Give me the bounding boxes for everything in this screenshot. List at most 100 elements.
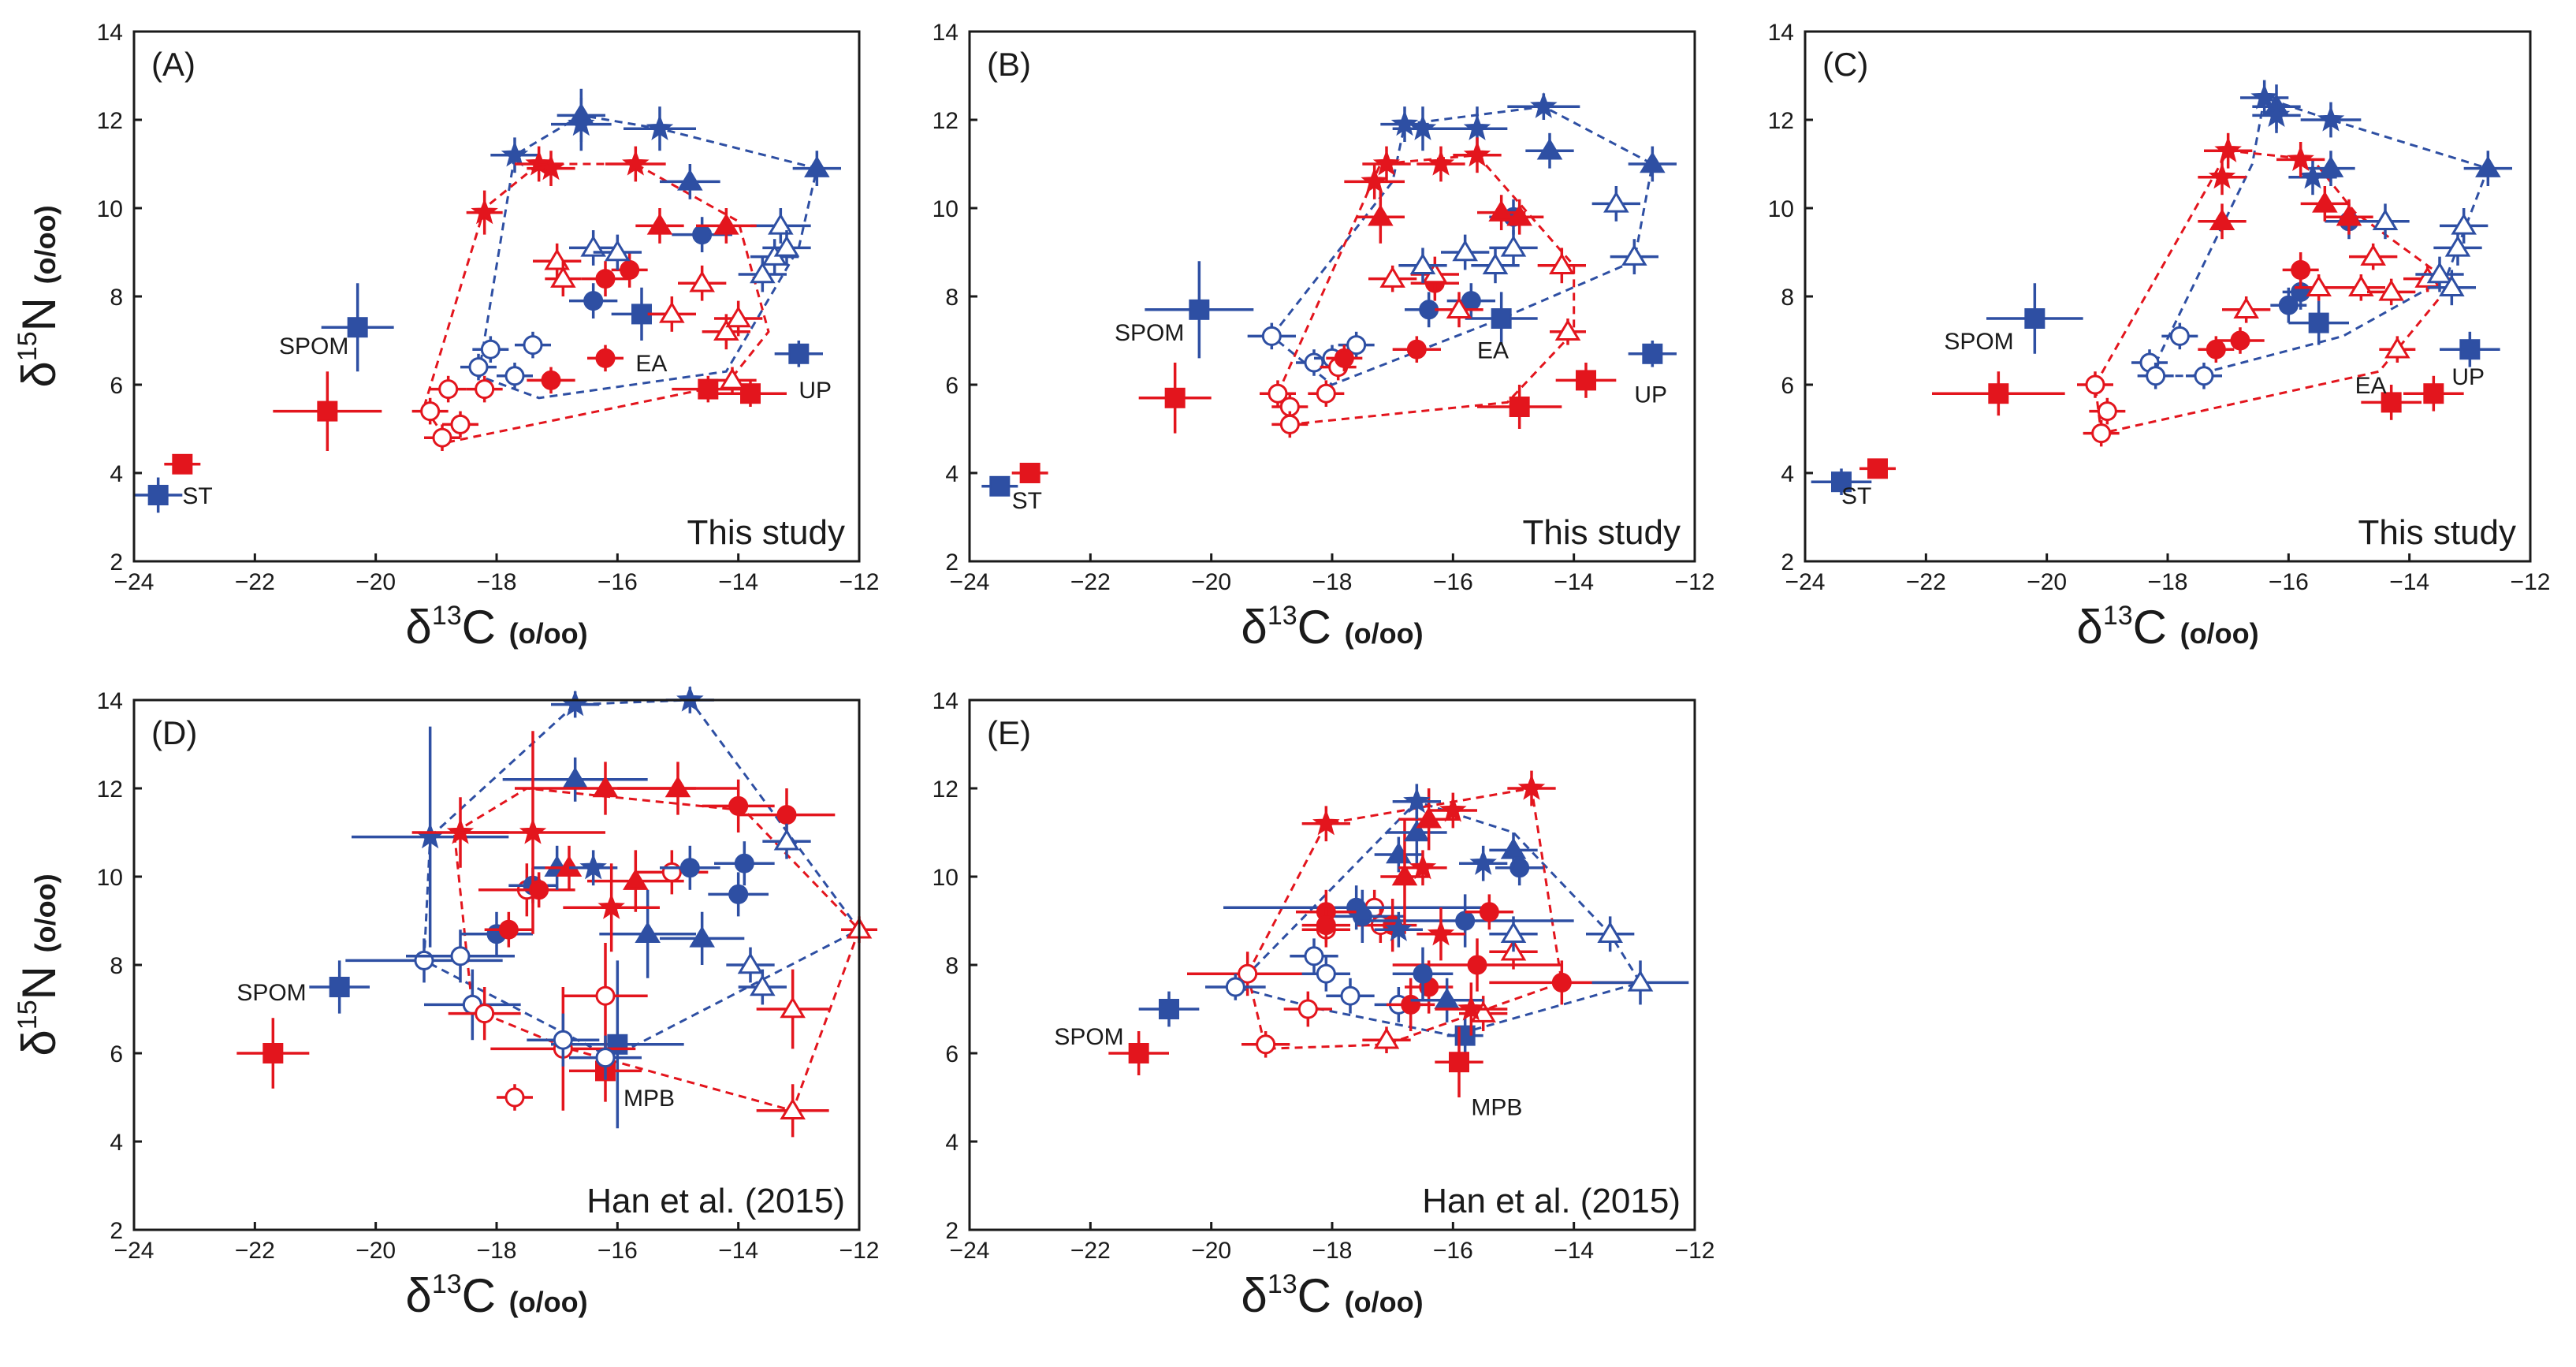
data-point-star-filled-red xyxy=(1361,167,1388,194)
data-point-circle-open-blue xyxy=(504,366,525,386)
annotation-spom: SPOM xyxy=(1054,1024,1123,1050)
y-tick-label: 2 xyxy=(110,1218,123,1244)
x-tick-label: −14 xyxy=(1554,569,1594,595)
data-point-star-filled-blue xyxy=(1463,114,1491,140)
data-point-circle-filled-red xyxy=(1479,902,1499,922)
data-point-triangle-open-blue xyxy=(1597,921,1623,944)
data-point-circle-open-blue xyxy=(468,357,489,378)
data-point-star-filled-red xyxy=(1457,994,1485,1021)
data-point-circle-filled-blue xyxy=(679,858,700,878)
data-point-star-filled-blue xyxy=(1385,915,1413,941)
data-point-triangle-open-blue xyxy=(1500,921,1527,944)
data-point-circle-open-red xyxy=(2091,423,2112,444)
y-tick-label: 4 xyxy=(1781,461,1794,487)
x-tick-label: −20 xyxy=(1191,1238,1231,1264)
data-point-square-filled-blue xyxy=(989,475,1011,497)
x-tick-label: −20 xyxy=(2027,569,2067,595)
plot-frame xyxy=(968,698,1696,1231)
data-point-circle-filled-blue xyxy=(1352,906,1372,926)
x-tick-label: −22 xyxy=(1070,569,1111,595)
annotation-st: ST xyxy=(1841,483,1871,509)
data-point-circle-filled-red xyxy=(1406,339,1427,359)
panel-label: (A) xyxy=(151,46,195,83)
x-tick-label: −14 xyxy=(1554,1238,1594,1264)
data-point-circle-filled-blue xyxy=(583,291,604,311)
data-point-triangle-open-blue xyxy=(768,213,794,235)
x-tick-label: −16 xyxy=(2269,569,2309,595)
data-point-triangle-open-red xyxy=(550,266,576,288)
data-point-circle-open-blue xyxy=(2169,326,2190,346)
data-point-circle-open-blue xyxy=(1261,326,1282,346)
y-tick-label: 2 xyxy=(110,549,123,575)
y-tick-label: 12 xyxy=(932,777,959,803)
data-point-circle-filled-red xyxy=(1401,994,1421,1015)
data-point-triangle-open-red xyxy=(713,318,739,341)
annotation-spom: SPOM xyxy=(1944,329,2013,355)
data-point-circle-open-red xyxy=(504,1087,525,1108)
y-tick-label: 6 xyxy=(945,1041,959,1067)
y-tick-label: 12 xyxy=(97,108,123,134)
x-tick-label: −18 xyxy=(477,569,517,595)
annotation-up: UP xyxy=(1634,382,1667,408)
source-label: Han et al. (2015) xyxy=(1422,1182,1681,1220)
data-point-star-filled-red xyxy=(622,149,650,176)
data-point-square-filled-red xyxy=(698,378,719,400)
data-point-triangle-open-blue xyxy=(1627,970,1654,992)
data-point-triangle-filled-blue xyxy=(2475,155,2501,177)
data-point-circle-open-blue xyxy=(1225,977,1245,997)
data-point-triangle-open-red xyxy=(1554,318,1581,341)
data-point-star-filled-red xyxy=(1372,149,1401,176)
data-point-circle-open-red xyxy=(432,427,452,448)
x-tick-label: −20 xyxy=(356,569,396,595)
data-point-star-filled-red xyxy=(2287,145,2314,172)
data-point-circle-filled-blue xyxy=(1413,963,1433,984)
data-point-triangle-open-blue xyxy=(1500,235,1527,257)
data-point-circle-filled-red xyxy=(595,348,616,368)
data-point-triangle-filled-red xyxy=(623,868,649,890)
x-tick-label: −18 xyxy=(1312,569,1353,595)
hull-red xyxy=(1276,154,1576,426)
y-tick-label: 14 xyxy=(97,20,123,46)
data-point-triangle-open-red xyxy=(659,301,685,323)
x-tick-label: −22 xyxy=(1070,1238,1111,1264)
data-point-circle-filled-red xyxy=(529,880,549,900)
x-tick-label: −14 xyxy=(718,569,758,595)
data-point-circle-open-blue xyxy=(1340,985,1361,1006)
data-point-square-filled-red xyxy=(172,453,193,475)
x-tick-label: −24 xyxy=(1785,569,1826,595)
data-point-triangle-open-blue xyxy=(2426,262,2453,284)
data-point-triangle-filled-blue xyxy=(804,155,830,177)
data-point-square-filled-blue xyxy=(1831,471,1852,493)
x-tick-label: −14 xyxy=(2389,569,2429,595)
data-point-star-filled-red xyxy=(471,198,498,225)
data-point-triangle-open-blue xyxy=(750,262,776,284)
annotation-mpb: MPB xyxy=(1471,1094,1522,1120)
hull-blue xyxy=(1233,800,1643,1037)
x-tick-label: −24 xyxy=(114,569,154,595)
data-point-star-filled-red xyxy=(537,154,565,181)
data-point-circle-filled-blue xyxy=(2278,295,2299,315)
data-point-square-filled-blue xyxy=(1491,308,1512,329)
annotation-up: UP xyxy=(2451,364,2485,390)
data-point-circle-filled-red xyxy=(2230,330,2250,351)
data-point-triangle-open-blue xyxy=(1452,240,1478,262)
data-point-triangle-filled-red xyxy=(592,776,619,798)
data-point-triangle-open-blue xyxy=(773,235,800,257)
annotation-ea: EA xyxy=(635,351,667,377)
annotation-spom: SPOM xyxy=(279,333,348,359)
x-tick-label: −12 xyxy=(2511,569,2551,595)
data-point-triangle-filled-red xyxy=(713,213,739,235)
hull-blue xyxy=(1270,105,1654,386)
y-tick-label: 4 xyxy=(110,1130,123,1156)
data-point-circle-filled-blue xyxy=(734,853,754,873)
data-point-circle-filled-red xyxy=(1551,972,1572,993)
panel-label: (B) xyxy=(987,46,1031,83)
data-point-square-filled-blue xyxy=(2024,308,2046,329)
data-point-circle-open-blue xyxy=(2194,366,2214,386)
data-point-square-filled-red xyxy=(1164,387,1186,408)
data-point-star-filled-red xyxy=(1517,773,1546,800)
data-point-circle-open-red xyxy=(661,862,682,882)
y-tick-label: 2 xyxy=(945,549,959,575)
data-point-square-filled-red xyxy=(1019,463,1040,483)
data-point-square-filled-blue xyxy=(347,317,368,338)
